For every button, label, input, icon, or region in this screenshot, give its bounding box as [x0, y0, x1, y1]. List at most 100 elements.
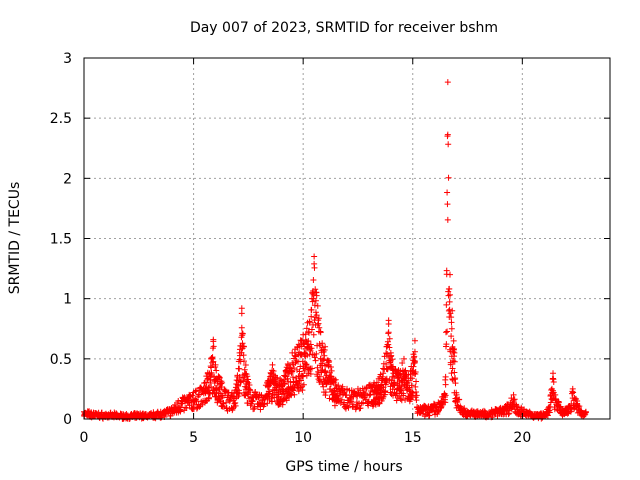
- plot-frame: [83, 57, 611, 420]
- data-point: [307, 370, 314, 377]
- data-point-peak: [317, 329, 324, 336]
- data-point: [513, 402, 520, 409]
- x-axis-title: GPS time / hours: [285, 459, 402, 475]
- data-point-peak: [311, 253, 318, 260]
- data-point-peak: [208, 355, 215, 362]
- data-point: [412, 383, 419, 390]
- data-point: [322, 389, 329, 396]
- data-point: [385, 329, 392, 336]
- data-point: [238, 324, 245, 331]
- data-point: [283, 397, 290, 404]
- data-point: [205, 394, 212, 401]
- data-point: [450, 337, 457, 344]
- data-point: [426, 412, 433, 419]
- x-tick-label: 10: [294, 430, 312, 446]
- data-point: [239, 330, 246, 337]
- data-point: [331, 402, 338, 409]
- data-point: [308, 326, 315, 333]
- data-point: [448, 319, 455, 326]
- data-point: [312, 357, 319, 364]
- data-point: [382, 387, 389, 394]
- data-point: [306, 366, 313, 373]
- data-point: [193, 397, 200, 404]
- data-point: [339, 383, 346, 390]
- data-point: [239, 340, 246, 347]
- grid-layer: [84, 58, 610, 419]
- data-point: [240, 352, 247, 359]
- data-point-peak: [124, 412, 131, 419]
- data-point: [314, 302, 321, 309]
- data-point: [303, 325, 310, 332]
- data-point: [408, 382, 415, 389]
- data-point: [209, 359, 216, 366]
- data-point: [233, 377, 240, 384]
- data-point-peak: [219, 379, 226, 386]
- data-point: [321, 352, 328, 359]
- data-point-peak: [300, 331, 307, 338]
- data-point-peak: [282, 367, 289, 374]
- data-point: [315, 320, 322, 327]
- data-point: [290, 387, 297, 394]
- data-point: [313, 312, 320, 319]
- data-point: [409, 375, 416, 382]
- data-point: [444, 216, 451, 223]
- data-point: [303, 372, 310, 379]
- data-point-peak: [251, 389, 258, 396]
- x-tick-label: 20: [513, 430, 531, 446]
- data-point: [291, 391, 298, 398]
- data-point: [236, 365, 243, 372]
- data-point-peak: [354, 385, 361, 392]
- data-point-peak: [550, 370, 557, 377]
- data-point: [299, 387, 306, 394]
- data-point: [244, 373, 251, 380]
- data-point-peak: [175, 397, 182, 404]
- data-point: [289, 374, 296, 381]
- data-point: [314, 373, 321, 380]
- data-point: [216, 374, 223, 381]
- data-point-peak: [304, 319, 311, 326]
- data-point: [322, 368, 329, 375]
- data-point-peak: [157, 408, 164, 415]
- data-point-peak: [225, 389, 232, 396]
- data-point-peak: [269, 361, 276, 368]
- data-point: [413, 388, 420, 395]
- data-point: [386, 335, 393, 342]
- data-point-peak: [400, 355, 407, 362]
- data-point: [445, 292, 452, 299]
- data-point-peak: [414, 403, 421, 410]
- data-point: [452, 380, 459, 387]
- y-tick-label: 0: [63, 412, 72, 428]
- data-point: [213, 386, 220, 393]
- data-points-layer: [81, 79, 589, 422]
- data-point: [396, 393, 403, 400]
- data-point: [308, 313, 315, 320]
- data-point-peak: [565, 403, 572, 410]
- data-point: [308, 306, 315, 313]
- data-point: [310, 331, 317, 338]
- data-point: [448, 325, 455, 332]
- data-point-peak: [376, 373, 383, 380]
- data-point: [444, 131, 451, 138]
- data-point: [327, 373, 334, 380]
- data-point-peak: [438, 397, 445, 404]
- data-point: [411, 358, 418, 365]
- data-point: [238, 310, 245, 317]
- data-point-peak: [394, 370, 401, 377]
- data-point: [311, 302, 318, 309]
- data-point: [316, 373, 323, 380]
- data-point: [442, 392, 449, 399]
- data-point: [304, 352, 311, 359]
- x-tick-label: 15: [404, 430, 422, 446]
- data-point: [365, 398, 372, 405]
- data-point-peak: [534, 411, 541, 418]
- data-point: [232, 402, 239, 409]
- data-point: [216, 373, 223, 380]
- data-point: [320, 383, 327, 390]
- data-point: [210, 343, 217, 350]
- data-point-peak: [365, 382, 372, 389]
- data-point-peak: [276, 379, 283, 386]
- data-point-peak: [523, 408, 530, 415]
- data-point: [308, 345, 315, 352]
- data-point: [442, 381, 449, 388]
